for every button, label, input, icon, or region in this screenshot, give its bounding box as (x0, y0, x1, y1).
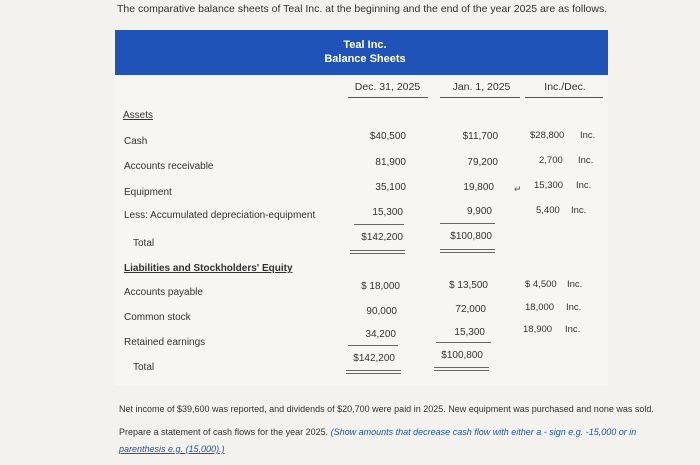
jan-2025-total: $100,800 (450, 231, 492, 242)
dec-2025-value: 15,300 (372, 207, 403, 218)
total-double-rule (434, 370, 489, 371)
row-label: Accounts payable (124, 287, 203, 298)
dec-2025-value: 81,900 (375, 157, 406, 168)
change-direction: Inc. (571, 205, 587, 216)
column-underline (348, 97, 428, 98)
dec-2025-value: $40,500 (369, 131, 406, 142)
total-label: Total (133, 362, 155, 373)
jan-2025-value: 72,000 (455, 304, 486, 315)
subtotal-rule (440, 223, 495, 224)
total-double-rule (346, 373, 401, 374)
change-direction: Inc. (565, 324, 581, 335)
column-underline (440, 97, 520, 98)
statement-title: Balance Sheets (324, 53, 406, 65)
row-label: Common stock (124, 312, 191, 323)
change-direction: Inc. (576, 180, 592, 191)
instruction-text: Prepare a statement of cash flows for th… (119, 427, 331, 437)
jan-2025-value: $11,700 (462, 131, 498, 142)
subtotal-rule (436, 342, 491, 343)
change-value: 18,000 (525, 302, 555, 313)
dec-2025-total: $142,200 (361, 232, 403, 243)
jan-2025-value: 9,900 (466, 206, 492, 217)
change-direction: Inc. (578, 155, 594, 166)
total-double-rule (440, 249, 495, 250)
change-direction: Inc. (566, 302, 582, 313)
subtotal-rule (354, 224, 404, 225)
jan-2025-value: 79,200 (467, 157, 498, 168)
problem-intro: The comparative balance sheets of Teal I… (117, 3, 608, 15)
instruction-note: Prepare a statement of cash flows for th… (119, 427, 636, 437)
column-header-change: Inc./Dec. (544, 81, 586, 93)
jan-2025-value: 15,300 (454, 327, 485, 338)
dec-2025-value: 35,100 (375, 182, 406, 193)
change-value: 2,700 (539, 155, 563, 166)
banner-title: Teal Inc. Balance Sheets (300, 38, 430, 66)
change-direction: Inc. (567, 279, 583, 290)
instruction-hint: (Show amounts that decrease cash flow wi… (330, 427, 637, 437)
instruction-hint-continued: parenthesis e.g. (15,000).) (119, 444, 225, 454)
change-value: $ 4,500 (525, 279, 557, 290)
column-underline (525, 97, 603, 98)
total-label: Total (133, 238, 155, 249)
change-value: $28,800 (530, 130, 565, 141)
assets-section-header: Assets (123, 110, 154, 121)
total-double-rule (350, 253, 405, 254)
jan-2025-total: $100,800 (441, 350, 483, 361)
change-value: 18,900 (523, 324, 553, 335)
dec-2025-total: $142,200 (353, 353, 395, 364)
dec-2025-value: 90,000 (366, 306, 397, 317)
jan-2025-value: 19,800 (463, 182, 494, 193)
row-label: Less: Accumulated depreciation-equipment (124, 210, 316, 221)
column-header-jan-2025: Jan. 1, 2025 (452, 81, 511, 93)
total-double-rule (434, 367, 489, 368)
liabilities-section-header: Liabilities and Stockholders' Equity (124, 263, 293, 274)
total-double-rule (440, 252, 495, 253)
balance-sheet-banner (115, 30, 608, 75)
balance-sheet-panel (115, 75, 608, 385)
row-label: Retained earnings (124, 337, 206, 348)
column-header-dec-2025: Dec. 31, 2025 (354, 81, 421, 93)
row-label: Equipment (124, 187, 172, 198)
dec-2025-value: $ 18,000 (361, 281, 400, 292)
row-label: Cash (124, 136, 148, 147)
dec-2025-value: 34,200 (365, 329, 396, 340)
total-double-rule (346, 370, 401, 371)
change-direction: Inc. (580, 130, 596, 141)
change-value: 5,400 (536, 205, 560, 216)
change-value: 15,300 (534, 180, 564, 191)
row-label: Accounts receivable (124, 161, 214, 172)
total-double-rule (350, 250, 405, 251)
net-income-note: Net income of $39,600 was reported, and … (119, 404, 654, 414)
jan-2025-value: $ 13,500 (449, 280, 488, 291)
check-mark: ↵ (514, 184, 522, 194)
subtotal-rule (348, 345, 398, 346)
company-name: Teal Inc. (343, 39, 387, 51)
